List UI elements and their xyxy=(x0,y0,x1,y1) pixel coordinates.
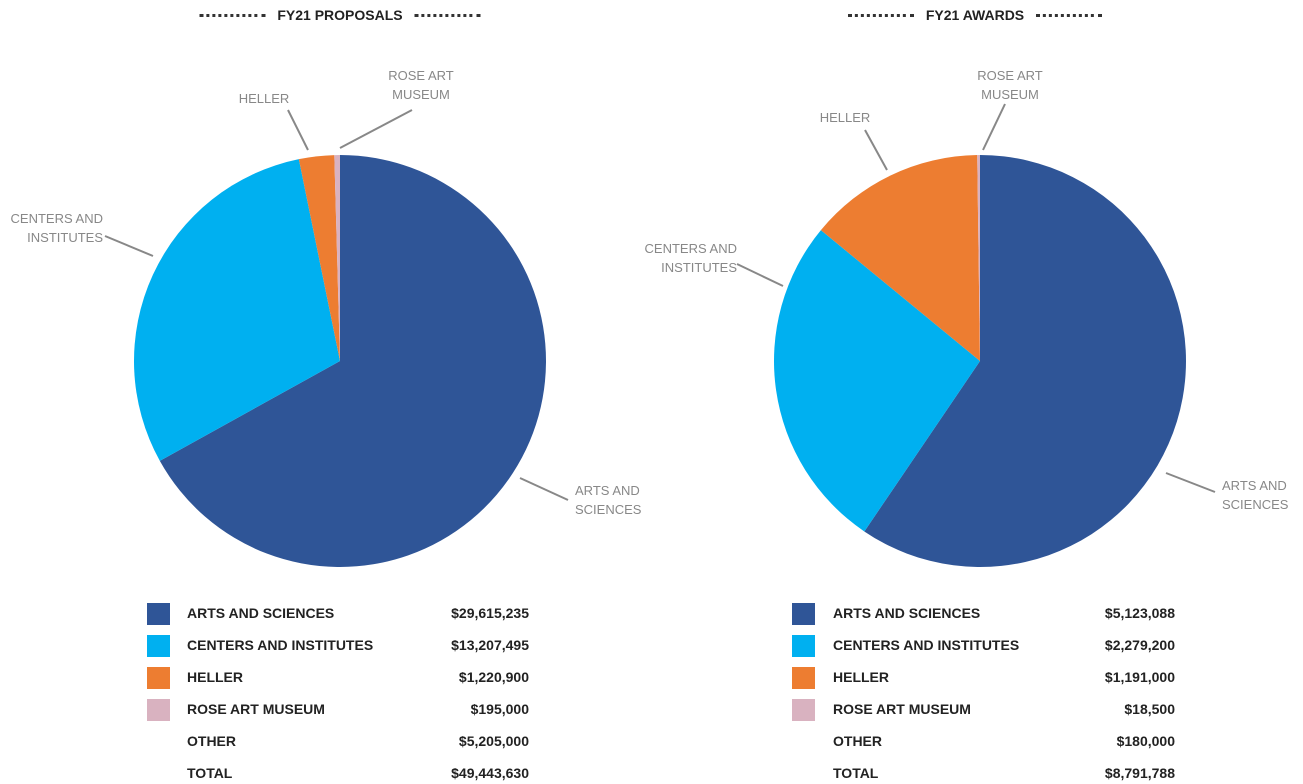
row-label: TOTAL xyxy=(187,765,233,781)
legend-label: ROSE ART MUSEUM xyxy=(187,701,325,717)
dots xyxy=(414,13,481,17)
legend-label: ARTS AND SCIENCES xyxy=(833,605,981,621)
dots xyxy=(199,13,266,17)
pie-slice xyxy=(977,155,980,361)
chart-title: FY21 PROPOSALS xyxy=(199,7,481,23)
title-text: FY21 AWARDS xyxy=(925,7,1025,23)
callout-line xyxy=(339,109,413,149)
legend-swatch xyxy=(147,699,170,721)
legend-value: $2,279,200 xyxy=(1104,637,1175,653)
row-label: OTHER xyxy=(187,733,236,749)
callout-line xyxy=(736,263,784,287)
legend-swatch xyxy=(792,635,815,657)
legend-swatch xyxy=(792,667,815,689)
title-text: FY21 PROPOSALS xyxy=(277,7,403,23)
legend-value: $18,500 xyxy=(1124,701,1175,717)
row-value: $180,000 xyxy=(1116,733,1175,749)
legend-value: $29,615,235 xyxy=(451,605,529,621)
slice-label: ARTS AND SCIENCES xyxy=(575,483,642,517)
legend-value: $195,000 xyxy=(470,701,529,717)
pie-slice xyxy=(820,155,980,361)
pie-slice xyxy=(133,159,340,461)
pie-slice xyxy=(334,155,340,361)
slice-label: ROSE ART MUSEUM xyxy=(388,68,454,102)
legend-value: $1,191,000 xyxy=(1104,669,1175,685)
legend-swatch xyxy=(792,603,815,625)
legend-label: ARTS AND SCIENCES xyxy=(187,605,335,621)
legend-swatch xyxy=(147,667,170,689)
dots xyxy=(847,13,914,17)
legend-value: $5,123,088 xyxy=(1104,605,1175,621)
legend-value: $13,207,495 xyxy=(451,637,529,653)
row-label: OTHER xyxy=(833,733,882,749)
legend-label: ROSE ART MUSEUM xyxy=(833,701,971,717)
slice-label: ROSE ART MUSEUM xyxy=(977,68,1043,102)
pie-slice xyxy=(159,155,546,567)
callout-line xyxy=(864,129,888,171)
legend-label: HELLER xyxy=(833,669,889,685)
legend-label: CENTERS AND INSTITUTES xyxy=(187,637,374,653)
legend-label: CENTERS AND INSTITUTES xyxy=(833,637,1020,653)
legend-label: HELLER xyxy=(187,669,243,685)
legend-value: $1,220,900 xyxy=(458,669,529,685)
legend-swatch xyxy=(792,699,815,721)
callout-line xyxy=(1165,472,1216,493)
row-value: $5,205,000 xyxy=(458,733,529,749)
slice-label: HELLER xyxy=(238,91,290,106)
row-value: $8,791,788 xyxy=(1104,765,1175,781)
pie-slice xyxy=(298,155,340,361)
chart-title: FY21 AWARDS xyxy=(847,7,1103,23)
slice-label: ARTS AND SCIENCES xyxy=(1222,478,1289,512)
pie-slice xyxy=(864,155,1187,568)
callout-line xyxy=(519,477,569,501)
pie-slice xyxy=(774,230,980,532)
callout-line xyxy=(287,109,309,151)
callout-line xyxy=(104,235,154,257)
dots xyxy=(1036,13,1103,17)
row-value: $49,443,630 xyxy=(451,765,529,781)
callout-line xyxy=(982,103,1006,151)
legend-swatch xyxy=(147,635,170,657)
slice-label: CENTERS AND INSTITUTES xyxy=(10,211,103,245)
slice-label: CENTERS AND INSTITUTES xyxy=(644,241,737,275)
slice-label: HELLER xyxy=(819,110,871,125)
legend-swatch xyxy=(147,603,170,625)
row-label: TOTAL xyxy=(833,765,879,781)
